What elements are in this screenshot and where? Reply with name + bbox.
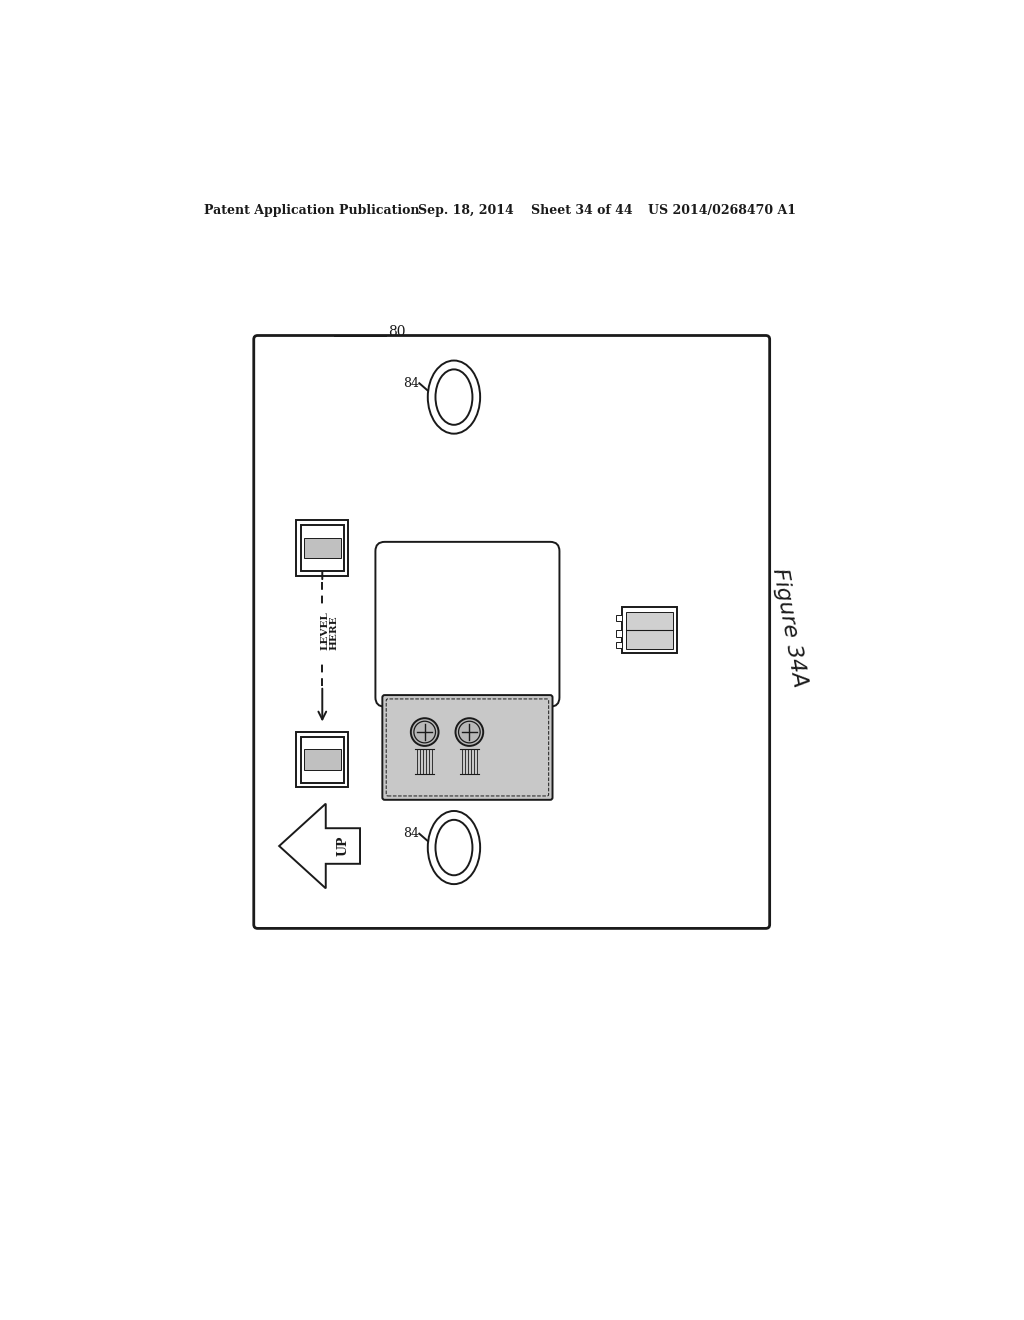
Text: Sep. 18, 2014: Sep. 18, 2014 — [418, 205, 513, 218]
Text: 70: 70 — [459, 701, 475, 714]
Circle shape — [456, 718, 483, 746]
Circle shape — [411, 718, 438, 746]
Bar — [304, 750, 341, 770]
Text: 80: 80 — [388, 325, 406, 339]
Ellipse shape — [428, 360, 480, 434]
Text: 84: 84 — [403, 828, 420, 841]
Ellipse shape — [435, 370, 472, 425]
Polygon shape — [280, 804, 360, 888]
Text: UP: UP — [337, 836, 349, 857]
Bar — [296, 733, 348, 788]
Text: 84: 84 — [403, 376, 420, 389]
FancyBboxPatch shape — [382, 696, 553, 800]
Text: Figure 34A: Figure 34A — [769, 568, 809, 689]
Text: US 2014/0268470 A1: US 2014/0268470 A1 — [648, 205, 796, 218]
Text: Patent Application Publication: Patent Application Publication — [204, 205, 419, 218]
Bar — [301, 737, 344, 783]
Text: LEVEL: LEVEL — [321, 611, 329, 649]
Bar — [616, 642, 622, 648]
Circle shape — [414, 721, 435, 743]
FancyBboxPatch shape — [376, 543, 559, 706]
Bar — [622, 607, 677, 653]
Bar — [616, 615, 622, 622]
Bar — [616, 631, 622, 636]
Ellipse shape — [435, 820, 472, 875]
Bar — [626, 612, 674, 649]
Text: 70: 70 — [415, 701, 430, 714]
Bar — [296, 520, 348, 576]
Bar — [301, 525, 344, 572]
Text: HERE: HERE — [330, 615, 338, 649]
Ellipse shape — [428, 810, 480, 884]
Circle shape — [459, 721, 480, 743]
FancyBboxPatch shape — [254, 335, 770, 928]
FancyBboxPatch shape — [386, 700, 549, 796]
Bar — [304, 537, 341, 558]
Text: Sheet 34 of 44: Sheet 34 of 44 — [531, 205, 633, 218]
